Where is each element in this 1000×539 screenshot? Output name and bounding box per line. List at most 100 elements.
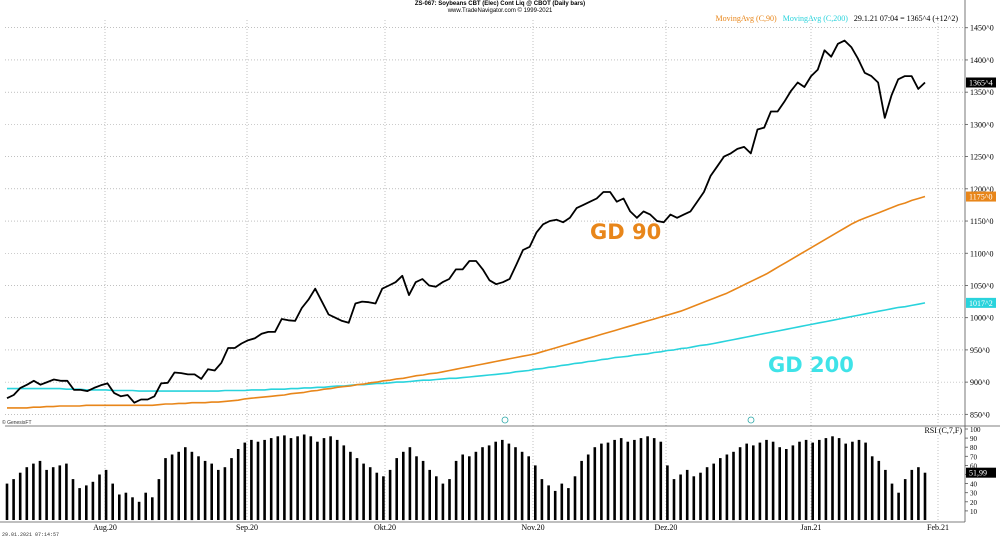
x-tick-label: Aug.20 bbox=[93, 523, 117, 532]
rsi-bar bbox=[395, 458, 398, 520]
rsi-bar bbox=[606, 442, 610, 520]
rsi-bar bbox=[91, 481, 95, 520]
rsi-bar bbox=[448, 479, 451, 520]
rsi-bar bbox=[771, 441, 775, 520]
rsi-bar bbox=[633, 439, 636, 520]
rsi-bar bbox=[811, 442, 814, 520]
price-line bbox=[6, 39, 926, 404]
rsi-bar bbox=[256, 441, 260, 520]
rsi-bar bbox=[837, 438, 841, 520]
rsi-y-tick-label: 10 bbox=[970, 508, 978, 516]
rsi-bar bbox=[382, 476, 385, 520]
rsi-bar bbox=[864, 442, 867, 520]
rsi-bar bbox=[560, 483, 564, 520]
rsi-bar bbox=[725, 454, 729, 520]
last-price-tag-bg bbox=[966, 77, 996, 88]
rsi-bar bbox=[732, 451, 735, 521]
rsi-bar bbox=[223, 467, 227, 520]
rsi-bar bbox=[164, 458, 167, 520]
rsi-bar bbox=[18, 472, 22, 520]
rsi-bar bbox=[481, 447, 484, 520]
rsi-bar bbox=[342, 445, 346, 520]
rsi-bar bbox=[322, 438, 326, 520]
rsi-bar bbox=[765, 439, 768, 520]
rsi-bar bbox=[104, 469, 108, 520]
rsi-bar bbox=[203, 460, 207, 520]
rsi-bar bbox=[151, 497, 154, 521]
rsi-bar bbox=[468, 456, 471, 520]
rsi-bar bbox=[593, 447, 597, 520]
rsi-bar bbox=[71, 479, 75, 520]
rsi-bar bbox=[250, 439, 253, 520]
y-tick-label: 850^0 bbox=[970, 410, 990, 419]
rsi-y-tick-label: 60 bbox=[970, 462, 978, 470]
rsi-bar bbox=[527, 456, 530, 520]
rsi-bar bbox=[659, 441, 663, 520]
rsi-bar bbox=[190, 451, 194, 521]
rsi-bar bbox=[38, 460, 42, 520]
rsi-bar bbox=[197, 456, 200, 520]
genesis-credit: © GenesisFT bbox=[2, 420, 32, 426]
rsi-bar bbox=[573, 476, 577, 520]
legend-ma200: MovingAvg (C,200) bbox=[782, 14, 848, 23]
rsi-bar bbox=[58, 465, 62, 520]
event-marker-icon bbox=[747, 416, 755, 424]
rsi-bar bbox=[553, 490, 557, 520]
rsi-bar bbox=[177, 451, 180, 521]
rsi-bar bbox=[567, 488, 570, 520]
ma200-line bbox=[7, 302, 926, 392]
rsi-bar bbox=[666, 465, 669, 520]
chart-title: ZS-067: Soybeans CBT (Elec) Cont Liq @ C… bbox=[414, 1, 586, 7]
ma90-tag-bg bbox=[966, 191, 996, 202]
rsi-bar bbox=[745, 443, 748, 520]
rsi-bar bbox=[137, 501, 141, 520]
rsi-bar bbox=[210, 463, 213, 520]
rsi-y-tick-label: 70 bbox=[970, 453, 978, 461]
rsi-bar bbox=[355, 458, 359, 520]
gd200-annotation: GD 200 bbox=[768, 353, 854, 377]
rsi-bar bbox=[831, 436, 834, 520]
rsi-y-tick-label: 40 bbox=[970, 481, 978, 489]
y-tick-label: 1100^0 bbox=[970, 249, 993, 258]
rsi-bar bbox=[613, 439, 616, 520]
rsi-bar bbox=[98, 474, 101, 520]
rsi-bar bbox=[719, 458, 722, 520]
x-tick-label: Feb.21 bbox=[927, 523, 949, 532]
rsi-bar bbox=[712, 463, 715, 520]
rsi-bar bbox=[408, 447, 412, 520]
rsi-bar bbox=[897, 492, 900, 520]
rsi-bar bbox=[758, 442, 762, 520]
rsi-y-tick-label: 20 bbox=[970, 499, 978, 507]
rsi-bar bbox=[804, 439, 808, 520]
rsi-bar bbox=[851, 441, 854, 520]
rsi-bar bbox=[785, 449, 788, 520]
rsi-bar bbox=[586, 454, 590, 520]
rsi-bar bbox=[5, 483, 9, 520]
rsi-bar bbox=[639, 438, 643, 520]
rsi-bar bbox=[375, 472, 379, 520]
rsi-bar bbox=[316, 441, 319, 520]
y-tick-label: 900^0 bbox=[970, 378, 990, 387]
rsi-bar bbox=[78, 488, 81, 520]
rsi-bar bbox=[540, 479, 544, 520]
ma90-line bbox=[7, 195, 926, 409]
rsi-bar bbox=[402, 451, 405, 521]
rsi-bar bbox=[903, 479, 907, 520]
rsi-bar bbox=[243, 442, 247, 520]
rsi-bar bbox=[51, 467, 55, 520]
rsi-bar bbox=[672, 479, 676, 520]
rsi-bar bbox=[111, 483, 114, 520]
last-price-tag: 1365^4 bbox=[969, 79, 993, 88]
y-tick-label: 1050^0 bbox=[970, 281, 994, 290]
legend: MovingAvg (C,90) MovingAvg (C,200) 29.1.… bbox=[712, 14, 958, 23]
rsi-bar bbox=[692, 476, 696, 520]
rsi-bar bbox=[474, 451, 478, 521]
rsi-bar bbox=[289, 438, 293, 520]
rsi-bar bbox=[415, 456, 418, 520]
rsi-bar bbox=[230, 458, 233, 520]
rsi-y-tick-label: 30 bbox=[970, 490, 978, 498]
rsi-tag-bg bbox=[966, 467, 996, 478]
rsi-bar bbox=[738, 447, 742, 520]
chart-source: www.TradeNavigator.com © 1999-2021 bbox=[447, 8, 553, 14]
y-tick-label: 1450^0 bbox=[970, 24, 994, 33]
